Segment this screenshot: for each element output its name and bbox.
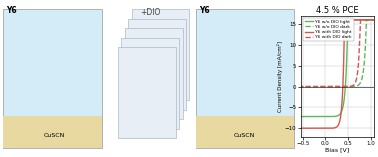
Bar — [196, 9, 294, 148]
Bar — [196, 116, 294, 148]
Bar — [3, 116, 102, 148]
Bar — [125, 28, 183, 119]
X-axis label: Bias [V]: Bias [V] — [325, 147, 350, 152]
Bar — [3, 9, 102, 148]
Text: CuSCN: CuSCN — [234, 133, 256, 138]
Bar — [121, 38, 179, 129]
Title: 4.5 % PCE: 4.5 % PCE — [316, 6, 359, 15]
Legend: Y6 w/o DIO light, Y6 w/o DIO dark, Y6 with DIO light, Y6 with DIO dark: Y6 w/o DIO light, Y6 w/o DIO dark, Y6 wi… — [303, 18, 353, 41]
Bar — [132, 9, 189, 100]
Bar — [118, 47, 176, 138]
Y-axis label: Current Density [mA/cm²]: Current Density [mA/cm²] — [277, 41, 284, 112]
Text: CuSCN: CuSCN — [43, 133, 65, 138]
Bar — [128, 19, 186, 110]
Text: Y6: Y6 — [6, 6, 17, 15]
Text: +DIO: +DIO — [140, 8, 160, 17]
Text: Y6: Y6 — [199, 6, 210, 15]
